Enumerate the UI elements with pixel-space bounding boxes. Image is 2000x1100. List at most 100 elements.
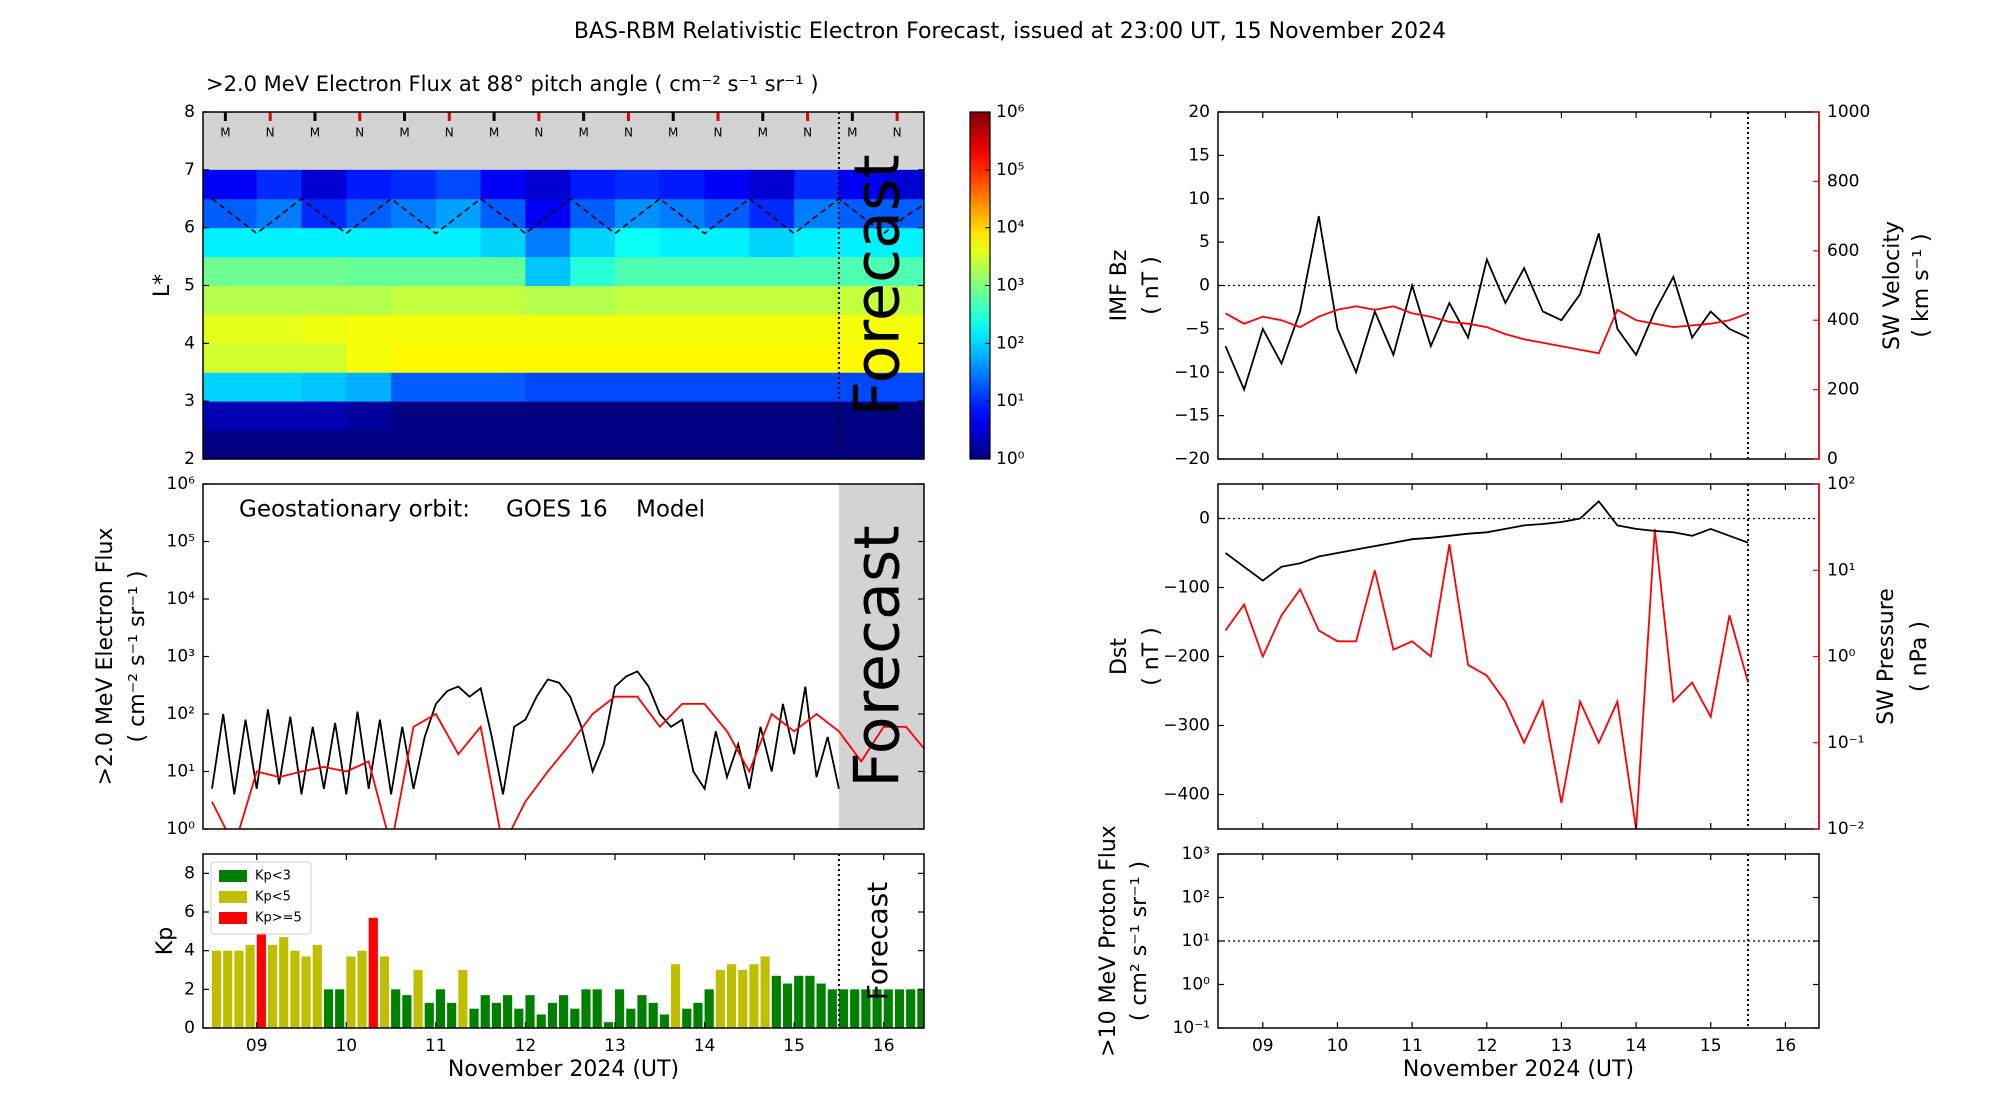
heatmap-cell <box>570 314 616 344</box>
y-tick-label: −400 <box>1163 785 1210 805</box>
colorbar-tick-label: 10⁰ <box>996 449 1025 469</box>
heatmap-cell <box>391 430 437 459</box>
heatmap-cell <box>346 314 392 344</box>
kp-bar <box>827 989 837 1028</box>
heatmap-cell <box>301 401 347 431</box>
y-tick-label: 3 <box>184 391 195 411</box>
heatmap-cell <box>301 227 347 258</box>
y-tick-label: −300 <box>1163 716 1210 736</box>
figure-title: BAS-RBM Relativistic Electron Forecast, … <box>574 19 1446 44</box>
x-tick-label: 11 <box>1401 1036 1423 1056</box>
series-line <box>211 670 840 795</box>
heatmap-cell <box>570 256 616 286</box>
x-tick-label: 16 <box>873 1036 895 1056</box>
heatmap-cell <box>525 169 571 200</box>
axes-frame <box>202 853 925 1029</box>
heatmap-cell <box>749 401 795 431</box>
kp-bar <box>323 989 334 1028</box>
kp-bar <box>290 950 300 1028</box>
heatmap-cell <box>203 314 258 344</box>
x-tick-label: 12 <box>1476 1036 1498 1056</box>
heatmap-cell <box>301 285 347 315</box>
heatmap-cell <box>615 169 661 200</box>
kp-bar <box>379 956 390 1028</box>
orbit-marker-label: N <box>266 126 275 140</box>
y-tick-label: 2 <box>184 449 195 469</box>
heatmap-cell <box>615 314 661 344</box>
heatmap-cell <box>615 227 661 258</box>
heatmap-cell <box>615 198 661 229</box>
kp-bar <box>581 989 591 1028</box>
heatmap-cell <box>570 372 616 402</box>
heatmap-cell <box>704 169 750 200</box>
heatmap-cell <box>749 256 795 286</box>
heatmap-cell <box>883 198 924 229</box>
heatmap-cell <box>749 285 795 315</box>
kp-bar <box>256 931 266 1028</box>
panel: −400 −300 −200 −100 0 10⁻² 10⁻¹ 10⁰ 10¹ 10² Dst ( n… <box>1107 474 1932 839</box>
y-tick-label: 10² <box>1182 888 1210 908</box>
y-tick-label: 10⁶ <box>167 474 196 494</box>
heatmap-cell <box>883 343 924 373</box>
kp-bar <box>234 950 244 1028</box>
kp-bar <box>659 1014 669 1028</box>
heatmap-cell <box>615 343 661 373</box>
y2-tick-label: 1000 <box>1827 102 1870 122</box>
y-tick-label: −10 <box>1174 362 1210 382</box>
heatmap-cell <box>391 401 437 431</box>
heatmap-cell <box>704 372 750 402</box>
heatmap-cell <box>615 256 661 286</box>
y-tick-label: 0 <box>1199 276 1210 296</box>
y2-tick-label: 0 <box>1827 449 1838 469</box>
y2-axis-label: SW Pressure <box>1874 588 1899 725</box>
plot-area: M N M N M N M N M N M N M N M N Forecast <box>203 112 924 459</box>
plot-area <box>1218 854 1819 1028</box>
plot-area <box>1218 484 1819 829</box>
x-tick-label: 09 <box>246 1036 268 1056</box>
orbit-marker-label: N <box>534 126 543 140</box>
orbit-marker-label: M <box>220 126 230 140</box>
heatmap-cell <box>570 401 616 431</box>
y-tick-label: 10⁴ <box>167 589 196 609</box>
heatmap-cell <box>704 285 750 315</box>
y-tick-label: −200 <box>1163 647 1210 667</box>
heatmap-cell <box>480 401 526 431</box>
heatmap-cell <box>256 227 303 258</box>
kp-bar <box>894 989 905 1028</box>
kp-bar <box>312 944 322 1028</box>
orbit-marker-label: M <box>399 126 409 140</box>
heatmap-cell <box>570 430 616 459</box>
y-tick-label: 15 <box>1188 145 1210 165</box>
heatmap-cell <box>749 227 795 258</box>
kp-bar <box>592 989 602 1028</box>
heatmap-cell <box>301 256 347 286</box>
heatmap-cell <box>704 314 750 344</box>
y-tick-label: 10 <box>1188 189 1210 209</box>
heatmap-cell <box>883 169 924 200</box>
legend-swatch <box>219 912 247 924</box>
heatmap-cell <box>615 285 661 315</box>
heatmap-cell <box>659 401 706 431</box>
y2-axis-label: ( nPa ) <box>1907 621 1932 692</box>
kp-bar <box>447 1002 457 1028</box>
heatmap-cell <box>749 198 795 229</box>
kp-bar <box>413 970 423 1028</box>
orbit-marker-label: N <box>803 126 812 140</box>
x-tick-label: 09 <box>1252 1036 1274 1056</box>
kp-bar <box>357 950 367 1028</box>
y2-tick-label: 10⁻¹ <box>1827 733 1864 753</box>
heatmap-cell <box>525 227 571 258</box>
heatmap-cell <box>480 198 526 229</box>
kp-bar <box>782 983 793 1028</box>
heatmap-cell <box>435 314 482 344</box>
heatmap-cell <box>435 256 482 286</box>
dashed-contour <box>211 197 924 235</box>
kp-bar <box>917 989 924 1028</box>
plot-area: Forecast <box>211 854 924 1028</box>
y2-tick-label: 200 <box>1827 380 1859 400</box>
series-line <box>1225 305 1749 355</box>
heatmap-cell <box>435 430 482 459</box>
heatmap-cell <box>301 169 347 200</box>
